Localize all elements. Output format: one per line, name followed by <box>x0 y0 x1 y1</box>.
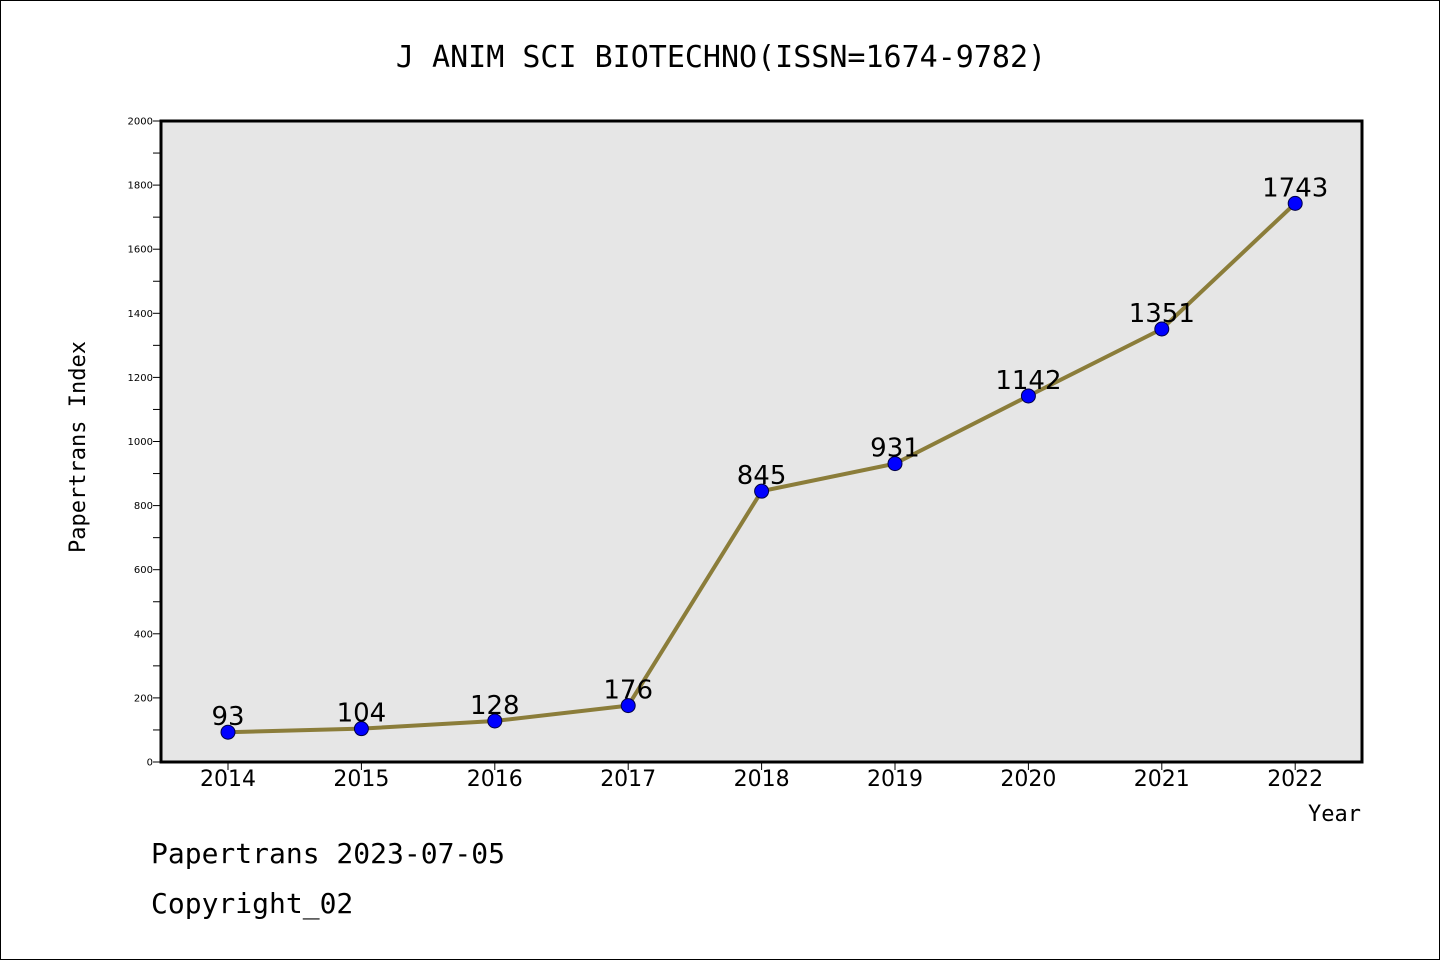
x-axis: 2014 2015 2016 2017 2018 2019 2020 2021 2022 <box>200 762 1323 792</box>
x-tick-label: 2020 <box>1000 767 1056 792</box>
y-tick-label: 1600 <box>128 245 153 256</box>
x-tick-label: 2022 <box>1267 767 1323 792</box>
x-tick-label: 2018 <box>734 767 790 792</box>
data-point <box>1020 388 1036 404</box>
y-tick-label: 1200 <box>128 373 153 384</box>
y-axis-label: Papertrans Index <box>66 341 91 553</box>
x-tick-label: 2015 <box>333 767 389 792</box>
y-axis: 0 200 400 600 800 1000 1200 1400 1600 1800 2000 <box>128 117 161 769</box>
y-tick-label: 1800 <box>128 181 153 192</box>
plot-area <box>161 121 1362 762</box>
data-label: 845 <box>737 461 787 491</box>
data-point <box>620 698 636 714</box>
x-tick-label: 2014 <box>200 767 256 792</box>
y-tick-label: 800 <box>134 501 153 512</box>
y-tick-label: 1400 <box>128 309 153 320</box>
data-point <box>487 713 503 729</box>
plot-frame <box>159 119 1364 764</box>
data-label: 176 <box>603 676 653 706</box>
data-label: 93 <box>211 702 244 732</box>
data-label: 1351 <box>1129 299 1195 329</box>
data-labels: 93 104 128 176 845 931 1142 1351 1743 <box>211 173 1328 732</box>
data-point <box>754 483 770 499</box>
data-point <box>220 724 236 740</box>
y-tick-label: 0 <box>147 758 153 769</box>
footer-date: Papertrans 2023-07-05 <box>151 837 506 870</box>
footer-copyright: Copyright_02 <box>151 887 354 920</box>
data-point <box>1287 195 1303 211</box>
data-label: 128 <box>470 691 520 721</box>
data-label: 931 <box>870 434 920 464</box>
data-point <box>353 721 369 737</box>
y-tick-label: 400 <box>134 629 153 640</box>
y-tick-label: 2000 <box>128 117 153 128</box>
y-tick-label: 600 <box>134 565 153 576</box>
x-tick-label: 2016 <box>467 767 523 792</box>
data-markers <box>220 195 1303 740</box>
data-label: 1743 <box>1262 173 1328 203</box>
data-label: 1142 <box>995 366 1061 396</box>
data-point <box>887 456 903 472</box>
chart-title: J ANIM SCI BIOTECHNO(ISSN=1674-9782) <box>396 40 1046 75</box>
data-point <box>1154 321 1170 337</box>
data-label: 104 <box>337 699 387 729</box>
y-tick-label: 200 <box>134 693 153 704</box>
x-tick-label: 2019 <box>867 767 923 792</box>
x-tick-label: 2017 <box>600 767 656 792</box>
x-axis-label: Year <box>1308 802 1361 827</box>
x-tick-label: 2021 <box>1134 767 1190 792</box>
y-tick-label: 1000 <box>128 437 153 448</box>
